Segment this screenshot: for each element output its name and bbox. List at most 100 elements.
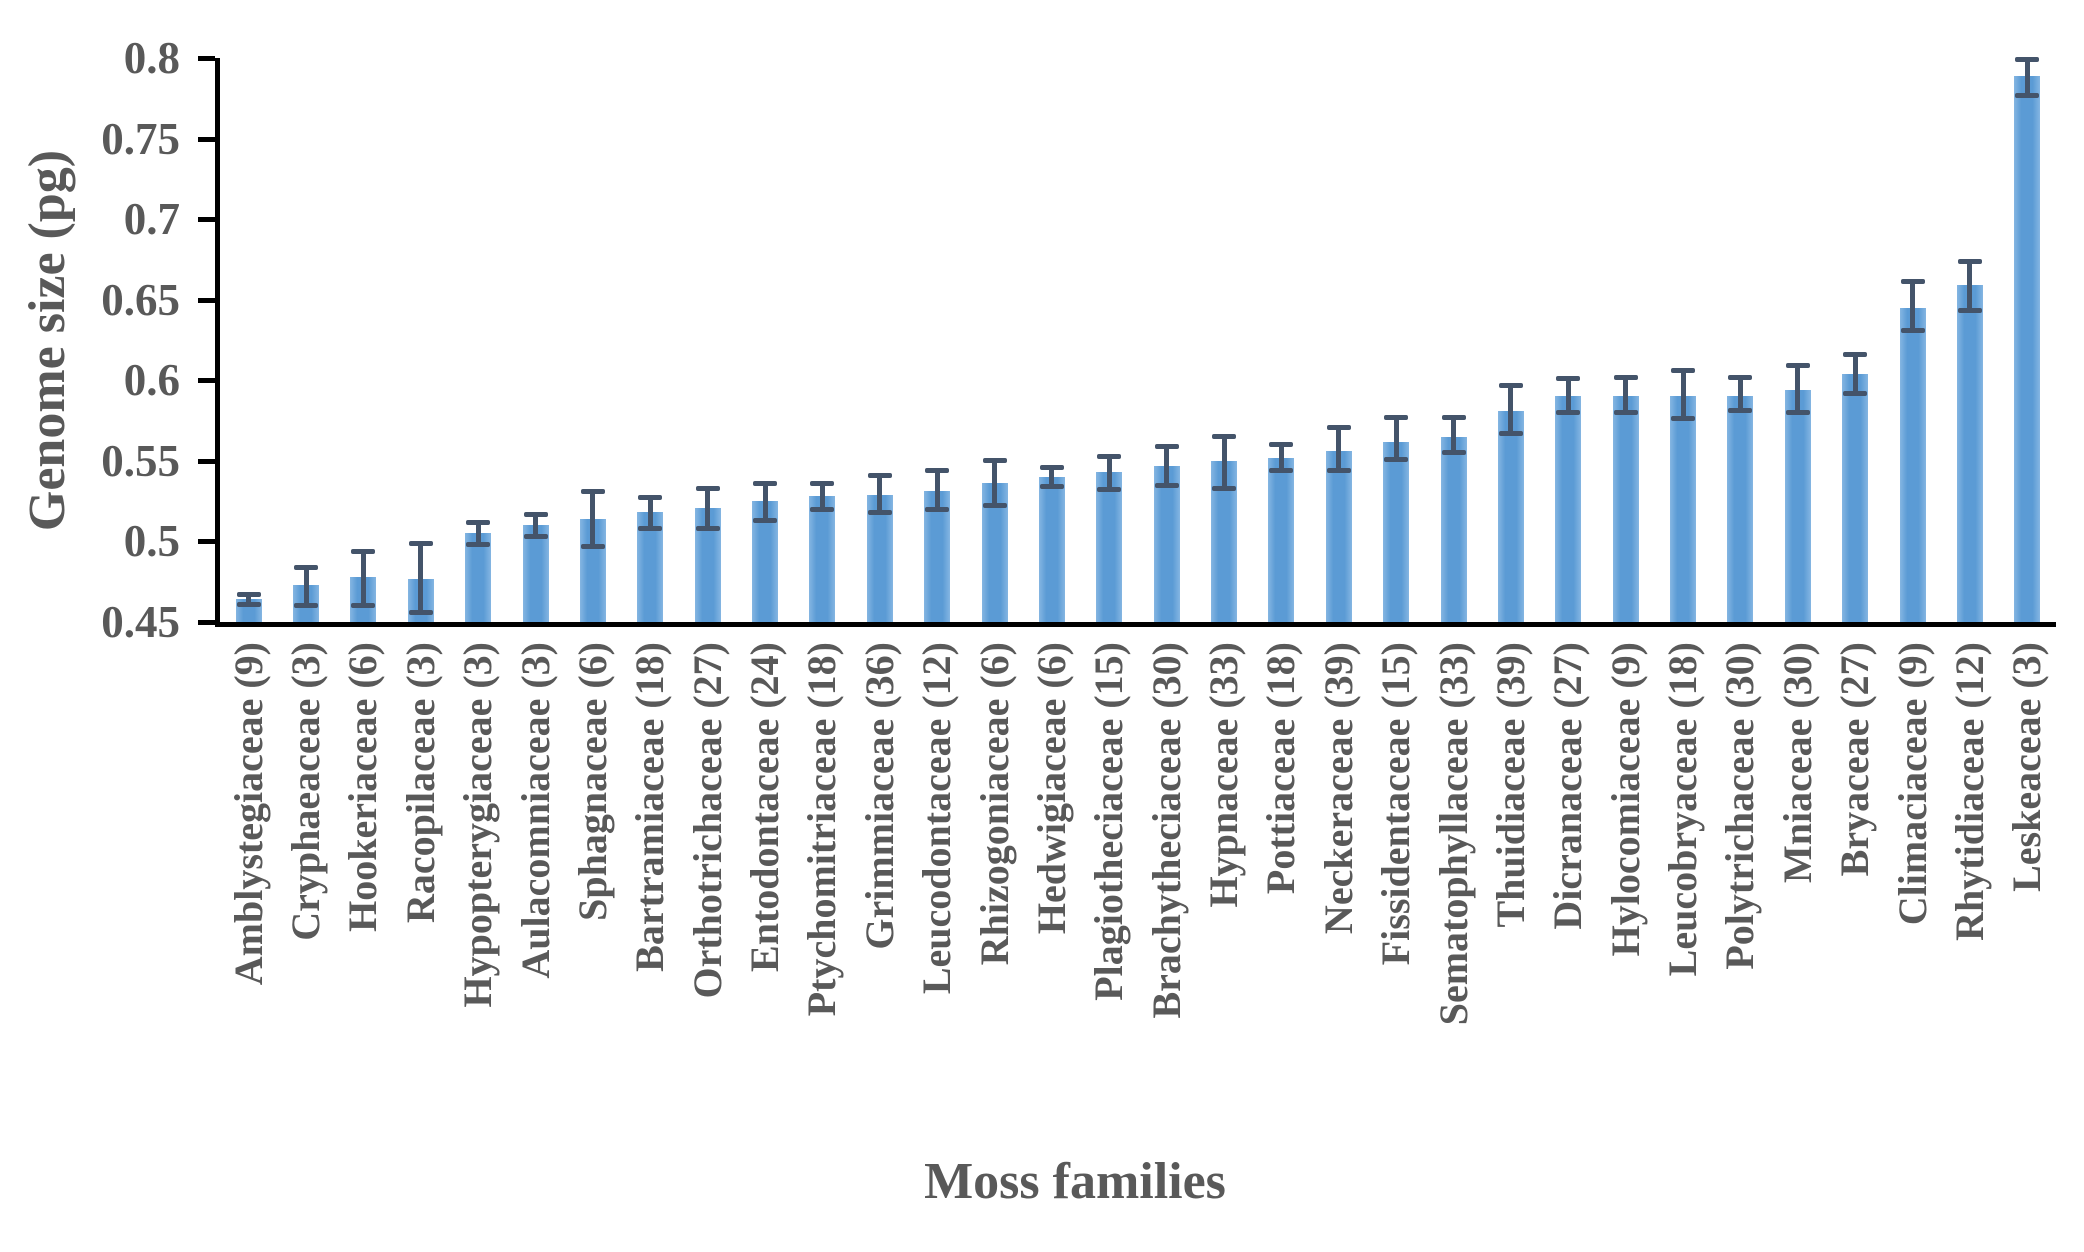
y-tick-label-0.7: 0.7 [123,194,180,245]
x-tick-label-hookeriaceae-6: Hookeriaceae (6) [340,642,386,932]
error-bar-line-bryaceae-27 [1852,354,1858,394]
bar-plagiotheciaceae-15 [1096,472,1123,622]
y-tick-label-0.45: 0.45 [101,597,180,647]
error-bar-line-climaciaceae-9 [1910,281,1916,331]
bar-grimmiaceae-36 [866,494,893,622]
error-bar-bottom-cap-rhizogoniaceae-6 [982,503,1007,509]
bar-bryaceae-27 [1842,373,1869,622]
x-tick-label-polytrichaceae-30: Polytrichaceae (30) [1717,642,1763,970]
error-bar-bottom-cap-entodontaceae-24 [753,517,778,523]
error-bar-bottom-cap-grimmiaceae-36 [867,509,892,515]
error-bar-line-neckeraceae-39 [1336,427,1342,471]
error-bar-top-cap-leucobryaceae-18 [1671,368,1696,374]
error-bar-bottom-cap-sphagnaceae-6 [580,543,605,549]
x-tick-label-leskeaceae-3: Leskeaceae (3) [2004,642,2050,892]
x-tick-label-hypopterygiaceae-3: Hypopterygiaceae (3) [455,642,501,1008]
error-bar-top-cap-climaciaceae-9 [1900,279,1925,285]
x-tick-label-ptychomitriaceae-18: Ptychomitriaceae (18) [799,642,845,1017]
error-bar-top-cap-thuidiaceae-39 [1498,382,1523,388]
error-bar-bottom-cap-plagiotheciaceae-15 [1097,487,1122,493]
x-tick-label-sphagnaceae-6: Sphagnaceae (6) [569,642,615,921]
error-bar-line-cryphaeaceae-3 [303,567,309,606]
x-tick-label-cryphaeaceae-3: Cryphaeaceae (3) [283,642,329,941]
y-tick-label-0.75: 0.75 [101,113,180,164]
error-bar-line-rhizogoniaceae-6 [992,460,998,506]
error-bar-top-cap-racopilaceae-3 [408,540,433,546]
x-tick-label-climaciaceae-9: Climaciaceae (9) [1889,642,1935,926]
error-bar-bottom-cap-rhytidiaceae-12 [1957,308,1982,314]
error-bar-bottom-cap-bartramiaceae-18 [638,526,663,532]
plot-area [215,57,2056,627]
error-bar-line-hypnaceae-33 [1221,436,1227,489]
error-bar-top-cap-sphagnaceae-6 [580,488,605,494]
error-bar-top-cap-pottiaceae-18 [1269,442,1294,448]
error-bar-line-hookeriaceae-6 [360,551,366,606]
error-bar-line-leucodontaceae-12 [934,470,940,510]
error-bar-bottom-cap-climaciaceae-9 [1900,327,1925,333]
error-bar-line-sematophyllaceae-33 [1451,417,1457,453]
error-bar-bottom-cap-mniaceae-30 [1785,410,1810,415]
error-bar-top-cap-hedwigiaceae-6 [1039,464,1064,470]
error-bar-top-cap-hypnaceae-33 [1212,434,1237,440]
error-bar-line-hylocomiaceae-9 [1623,377,1629,413]
x-tick-label-hedwigiaceae-6: Hedwigiaceae (6) [1028,642,1074,935]
error-bar-line-rhytidiaceae-12 [1967,261,1973,311]
error-bar-bottom-cap-bryaceae-27 [1843,390,1868,396]
error-bar-line-brachytheciaceae-30 [1164,446,1170,486]
y-tick-label-0.8: 0.8 [123,33,180,83]
bar-hypopterygiaceae-3 [465,533,492,622]
y-tick-mark-0.45 [198,620,215,625]
x-tick-label-hypnaceae-33: Hypnaceae (33) [1201,642,1247,908]
bar-leucobryaceae-18 [1670,396,1697,622]
error-bar-top-cap-dicranaceae-27 [1556,376,1581,382]
y-tick-mark-0.75 [198,136,215,142]
bar-brachytheciaceae-30 [1153,465,1180,622]
x-axis-title: Moss families [215,1152,1935,1211]
bar-rhytidiaceae-12 [1956,285,1983,622]
x-tick-label-racopilaceae-3: Racopilaceae (3) [397,642,443,924]
bar-thuidiaceae-39 [1497,410,1524,622]
error-bar-line-amblystegiaceae-9 [246,594,252,605]
y-tick-label-0.5: 0.5 [123,516,180,567]
y-tick-mark-0.8 [198,56,215,61]
x-tick-label-orthotrichaceae-27: Orthotrichaceae (27) [684,642,730,999]
error-bar-bottom-cap-dicranaceae-27 [1556,410,1581,415]
error-bar-line-leskeaceae-3 [2024,59,2030,96]
y-tick-mark-0.55 [198,458,215,464]
error-bar-top-cap-rhytidiaceae-12 [1957,258,1982,264]
x-tick-label-rhytidiaceae-12: Rhytidiaceae (12) [1946,642,1992,941]
y-tick-label-0.6: 0.6 [123,355,180,406]
error-bar-top-cap-bryaceae-27 [1843,352,1868,357]
error-bar-bottom-cap-ptychomitriaceae-18 [810,506,835,512]
y-tick-mark-0.65 [198,297,215,303]
error-bar-top-cap-rhizogoniaceae-6 [982,458,1007,464]
bar-neckeraceae-39 [1325,451,1352,622]
error-bar-top-cap-sematophyllaceae-33 [1441,414,1466,420]
error-bar-line-leucobryaceae-18 [1680,370,1686,419]
error-bar-top-cap-cryphaeaceae-3 [294,564,319,570]
bar-aulacomniaceae-3 [522,525,549,622]
error-bar-bottom-cap-pottiaceae-18 [1269,468,1294,474]
bar-climaciaceae-9 [1899,307,1926,622]
bar-hylocomiaceae-9 [1612,396,1639,622]
y-tick-label-0.55: 0.55 [101,435,180,486]
bar-hedwigiaceae-6 [1038,476,1065,622]
error-bar-top-cap-brachytheciaceae-30 [1154,443,1179,449]
error-bar-line-orthotrichaceae-27 [705,488,711,529]
y-tick-label-0.65: 0.65 [101,274,180,325]
error-bar-line-hypopterygiaceae-3 [475,522,481,545]
error-bar-line-pottiaceae-18 [1278,444,1284,471]
error-bar-bottom-cap-orthotrichaceae-27 [695,526,720,532]
x-tick-label-aulacomniaceae-3: Aulacomniaceae (3) [512,642,558,979]
error-bar-bottom-cap-leskeaceae-3 [2015,92,2040,98]
error-bar-bottom-cap-hylocomiaceae-9 [1613,410,1638,415]
error-bar-top-cap-hylocomiaceae-9 [1613,374,1638,380]
bar-ptychomitriaceae-18 [809,496,836,622]
x-tick-label-rhizogoniaceae-6: Rhizogoniaceae (6) [971,642,1017,966]
error-bar-top-cap-bartramiaceae-18 [638,495,663,501]
x-tick-label-thuidiaceae-39: Thuidiaceae (39) [1487,642,1533,928]
error-bar-line-bartramiaceae-18 [647,497,653,529]
error-bar-top-cap-orthotrichaceae-27 [695,485,720,491]
x-tick-label-dicranaceae-27: Dicranaceae (27) [1545,642,1591,930]
